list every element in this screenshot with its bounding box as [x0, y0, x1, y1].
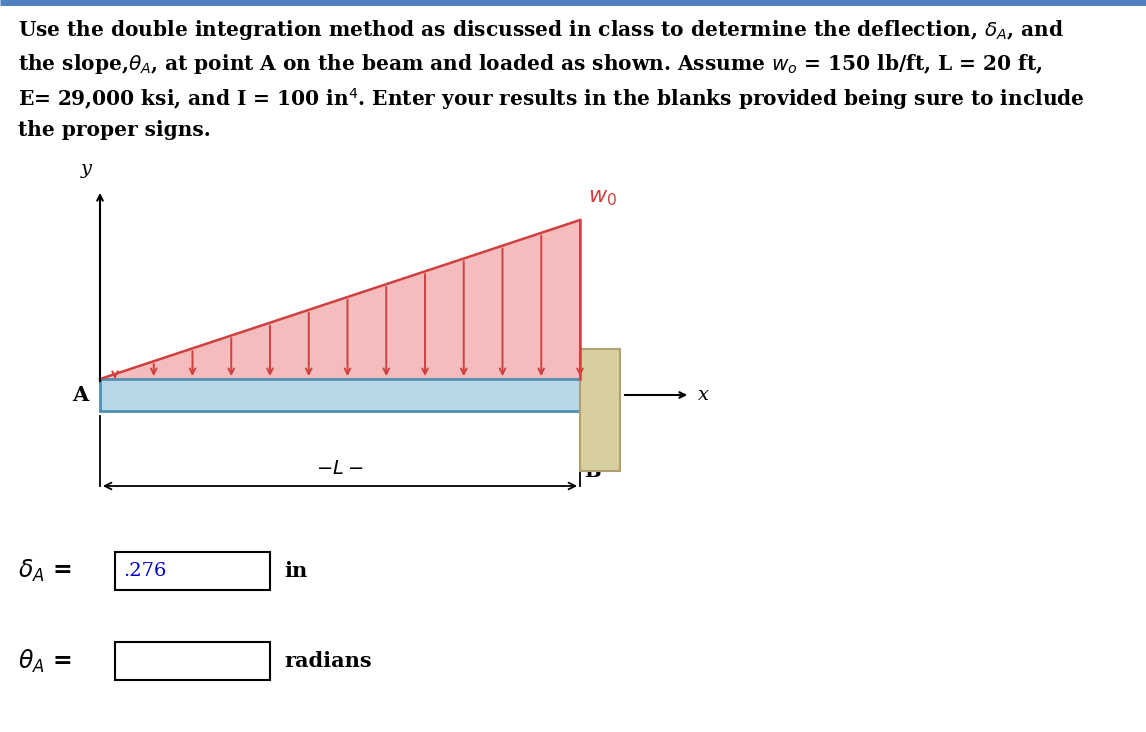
Text: A: A [72, 385, 88, 405]
Text: $\theta_A$ =: $\theta_A$ = [18, 647, 72, 675]
Bar [580, 349, 620, 471]
Bar [115, 642, 270, 680]
Text: B: B [584, 463, 601, 481]
Text: Use the double integration method as discussed in class to determine the deflect: Use the double integration method as dis… [18, 18, 1063, 42]
Text: radians: radians [284, 651, 371, 671]
Text: x: x [698, 386, 709, 404]
Text: E= 29,000 ksi, and I = 100 in$^4$. Enter your results in the blanks provided bei: E= 29,000 ksi, and I = 100 in$^4$. Enter… [18, 86, 1085, 112]
Text: the proper signs.: the proper signs. [18, 120, 211, 140]
Polygon shape [100, 220, 580, 379]
Text: $-L-$: $-L-$ [316, 460, 363, 478]
Bar [115, 552, 270, 590]
Text: the slope,$\theta_A$, at point A on the beam and loaded as shown. Assume $w_o$ =: the slope,$\theta_A$, at point A on the … [18, 52, 1043, 76]
Bar [100, 379, 580, 411]
Text: y: y [81, 160, 92, 178]
Text: .276: .276 [123, 562, 166, 580]
Text: in: in [284, 561, 307, 581]
Text: $w_0$: $w_0$ [588, 186, 617, 208]
Text: $\delta_A$ =: $\delta_A$ = [18, 558, 72, 584]
